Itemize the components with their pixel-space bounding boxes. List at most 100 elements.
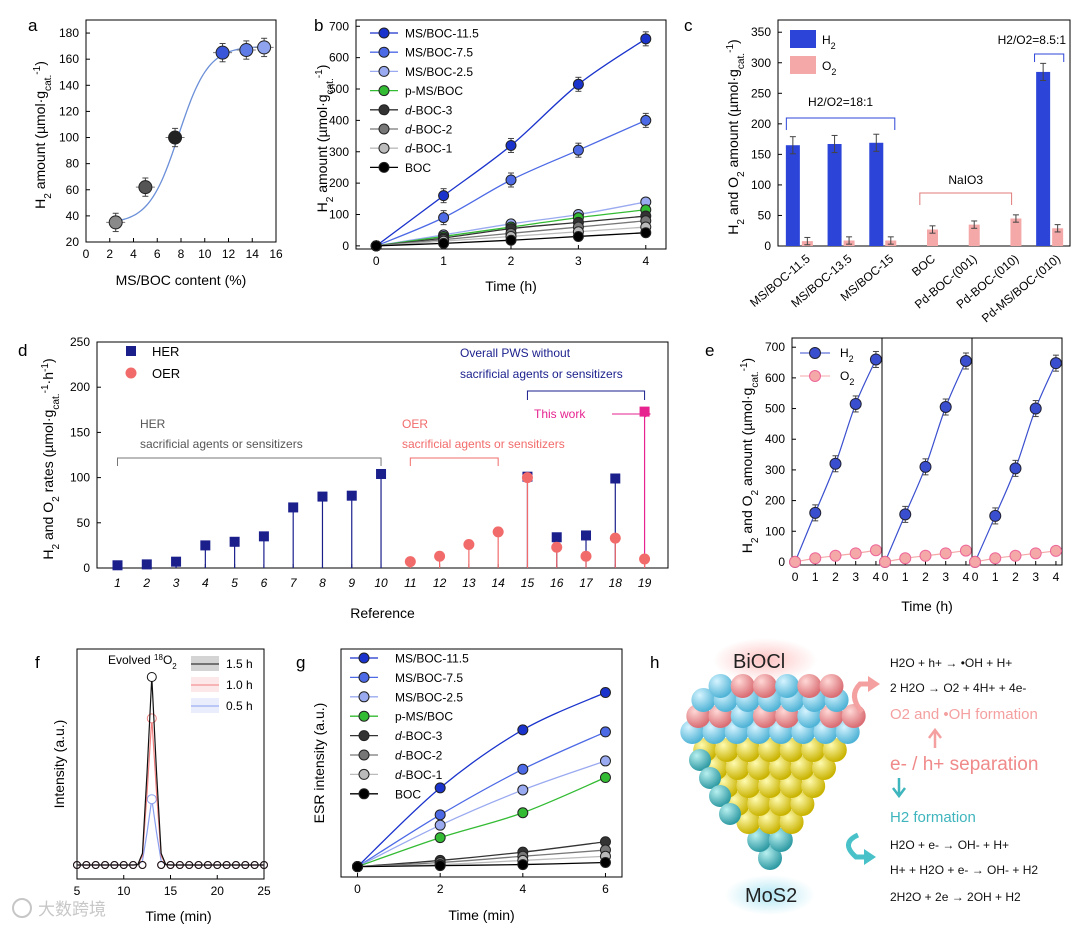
x-tick-label: 5 [74, 884, 81, 898]
x-tick-label: 10 [117, 884, 131, 898]
legend-swatch [125, 367, 137, 379]
legend-label: 1.0 h [226, 678, 253, 692]
x-tick-label: 3 [852, 570, 859, 584]
data-point [599, 687, 611, 699]
data-point [640, 227, 652, 239]
y-axis-label-part: H [40, 550, 56, 560]
x-tick-label: 0 [792, 570, 799, 584]
annotation-ratio-1: H2/O2=18:1 [808, 95, 873, 109]
mos2-sphere [801, 774, 826, 798]
data-point [869, 353, 882, 366]
y-axis-label-part: 2 [736, 219, 747, 225]
y-axis-label-part: -1 [725, 44, 736, 53]
data-point [505, 139, 517, 151]
legend-label: d-BOC-1 [395, 768, 443, 782]
data-point-circle [580, 550, 592, 562]
data-point [599, 755, 611, 767]
x-tick-label: 7 [290, 576, 298, 590]
data-point-square [229, 536, 240, 547]
data-point [517, 724, 529, 736]
data-point [378, 46, 390, 58]
y-axis-label-part: -1 [739, 362, 750, 371]
eq-her-1: H2O + e- → OH- + H+ [890, 838, 1009, 852]
x-tick-label: 3 [575, 254, 582, 268]
data-point-circle [404, 556, 416, 568]
x-tick-label: 20 [211, 884, 225, 898]
data-point [358, 710, 370, 722]
x-tick-label: 1 [114, 576, 121, 590]
x-tick-label: 2 [1012, 570, 1019, 584]
annotation-oer-sub: sacrificial agents or sensitizers [402, 437, 565, 451]
series-line [77, 799, 264, 866]
y-tick-label: 60 [66, 183, 80, 197]
data-point [110, 861, 119, 869]
data-point [505, 174, 517, 186]
y-tick-label: 0 [764, 239, 771, 253]
annotation-this-work: This work [534, 407, 586, 421]
data-point [257, 40, 272, 55]
data-point [640, 114, 652, 126]
y-tick-label: 100 [751, 178, 771, 192]
mos2-sphere [689, 749, 711, 771]
plot-frame [791, 337, 1063, 566]
biocl-sphere [819, 674, 844, 698]
x-tick-label: 15 [164, 884, 178, 898]
fit-curve [115, 46, 265, 222]
y-axis-label-part: ) [725, 39, 741, 44]
y-axis-label: H2 and O2 amount (µmol·gcat.-1) [725, 39, 747, 234]
y-tick-label: 140 [59, 78, 79, 92]
data-point [919, 549, 932, 562]
y-axis-label: H2 amount (µmol·gcat.-1) [314, 65, 336, 213]
legend-label-italic: d [395, 729, 402, 743]
bar [785, 145, 800, 246]
data-point [358, 691, 370, 703]
annotation-part: O [163, 653, 172, 667]
panel-letter-h: h [650, 653, 659, 672]
y-axis-label-part: -1 [32, 65, 43, 74]
legend-label-main: O [840, 369, 849, 383]
biocl-sphere [775, 674, 800, 698]
data-point [378, 123, 390, 135]
series-line [77, 718, 264, 866]
data-point [213, 861, 222, 869]
legend-label-italic: d [395, 749, 402, 763]
y-tick-label: 100 [70, 471, 90, 485]
data-point-square [141, 559, 152, 570]
data-point [378, 27, 390, 39]
y-axis-label-part: H [32, 199, 48, 209]
legend-label: H2 [822, 33, 836, 51]
x-tick-label: 4 [202, 576, 209, 590]
x-tick-label: 0 [882, 570, 889, 584]
eq-oh-formation: H2O + h+ → •OH + H+ [890, 656, 1012, 670]
y-axis-label-part: cat. [51, 393, 62, 409]
y-axis-label-part: -1 [314, 69, 325, 78]
mos2-sphere [725, 756, 750, 780]
x-tick-label: 4 [963, 570, 970, 584]
data-point [517, 784, 529, 796]
legend-label: 1.5 h [226, 657, 253, 671]
data-point [378, 161, 390, 173]
y-axis-label: H2 and O2 amount (µmol·gcat.-1) [739, 358, 761, 553]
chart-g: 0 2 4 6 Time (min) ESR intensity (a.u.) MS/BOC… [311, 648, 623, 923]
y-axis-label-part: 2 [51, 544, 62, 550]
panel-letter-b: b [314, 16, 323, 35]
series-line [357, 849, 606, 868]
data-point [849, 397, 862, 410]
y-tick-label: 100 [765, 524, 785, 538]
x-tick-label: 2 [106, 247, 113, 261]
y-tick-label: 300 [751, 56, 771, 70]
x-tick-label: 2 [437, 882, 444, 896]
legend-label-rest: -BOC-1 [412, 142, 453, 156]
bracket [409, 457, 499, 466]
mos2-sphere [768, 756, 793, 780]
annotation-part-sup: 18 [154, 653, 163, 662]
data-point [879, 555, 892, 568]
y-axis-label: Intensity (a.u.) [51, 720, 67, 809]
mos2-sphere [812, 756, 836, 780]
plot-frame [777, 19, 1071, 247]
legend-label-rest: -BOC-2 [412, 123, 453, 137]
annotation-overall: Overall PWS without [460, 346, 571, 360]
data-point [250, 861, 259, 869]
biocl-sphere [752, 674, 777, 698]
y-axis-label-part: and O [739, 495, 755, 537]
